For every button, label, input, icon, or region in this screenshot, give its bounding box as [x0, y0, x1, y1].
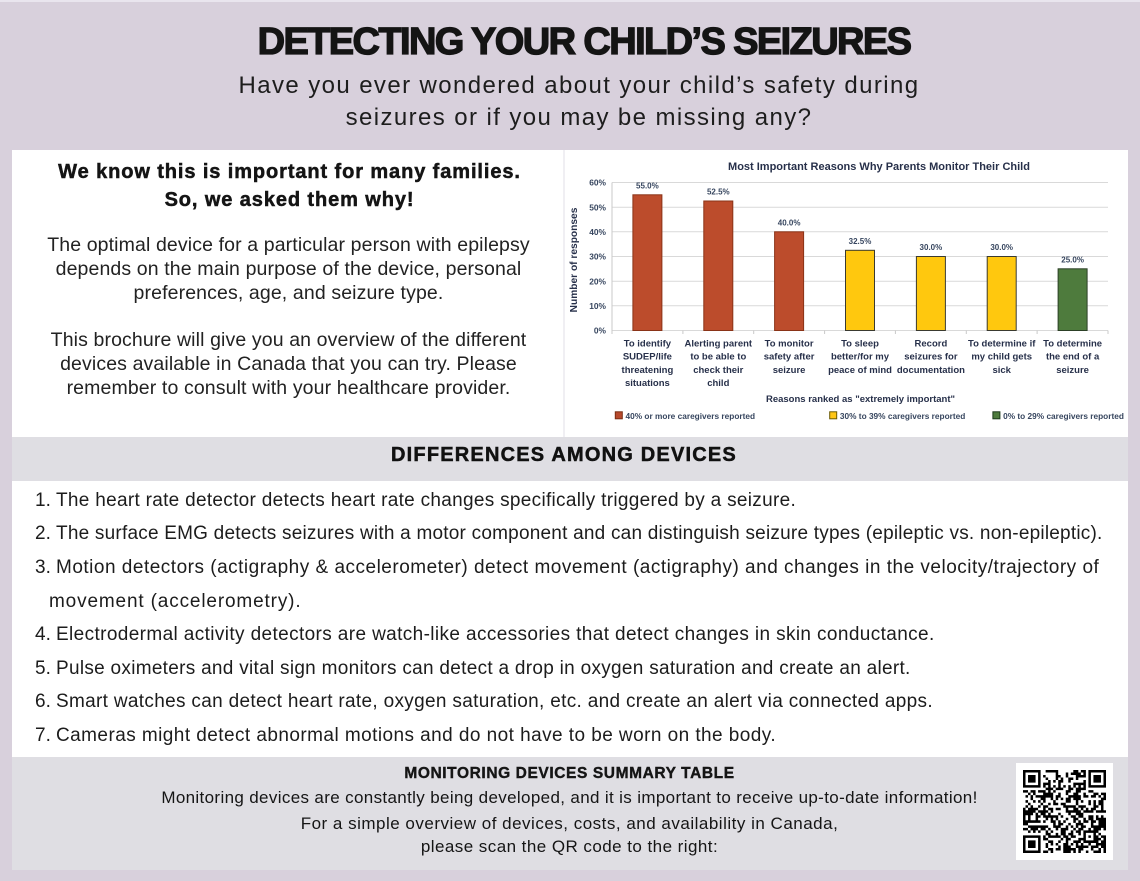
svg-text:25.0%: 25.0% — [1061, 255, 1084, 264]
svg-text:To identify: To identify — [624, 339, 672, 350]
svg-text:30% to 39% caregivers reported: 30% to 39% caregivers reported — [840, 411, 965, 421]
svg-text:to be able to: to be able to — [690, 352, 746, 363]
svg-text:0% to 29% caregivers reported: 0% to 29% caregivers reported — [1003, 411, 1124, 421]
svg-text:60%: 60% — [589, 178, 606, 188]
svg-text:To monitor: To monitor — [765, 339, 814, 350]
svg-text:threatening: threatening — [622, 365, 674, 376]
svg-text:sick: sick — [992, 365, 1011, 376]
svg-text:check their: check their — [693, 365, 743, 376]
svg-text:my child gets: my child gets — [971, 352, 1032, 363]
svg-text:To determine if: To determine if — [968, 339, 1036, 350]
svg-text:seizures for: seizures for — [904, 352, 958, 363]
svg-text:To sleep: To sleep — [841, 339, 879, 350]
svg-text:30%: 30% — [589, 252, 606, 262]
svg-text:52.5%: 52.5% — [707, 188, 730, 197]
svg-text:situations: situations — [625, 378, 670, 389]
svg-text:SUDEP/life: SUDEP/life — [623, 352, 672, 363]
svg-text:seizure: seizure — [1056, 365, 1089, 376]
svg-text:10%: 10% — [589, 301, 606, 311]
svg-text:To determine: To determine — [1043, 339, 1102, 350]
svg-text:Reasons ranked as "extremely i: Reasons ranked as "extremely important" — [766, 394, 955, 405]
svg-text:40% or more caregivers reporte: 40% or more caregivers reported — [626, 411, 756, 421]
svg-text:child: child — [707, 378, 729, 389]
svg-text:documentation: documentation — [897, 365, 965, 376]
svg-text:55.0%: 55.0% — [636, 181, 659, 190]
svg-text:the end of a: the end of a — [1046, 352, 1100, 363]
svg-text:20%: 20% — [589, 276, 606, 286]
svg-text:peace of mind: peace of mind — [828, 365, 892, 376]
svg-text:seizure: seizure — [773, 365, 806, 376]
svg-text:50%: 50% — [589, 202, 606, 212]
svg-text:40%: 40% — [589, 227, 606, 237]
svg-text:Record: Record — [915, 339, 948, 350]
svg-text:32.5%: 32.5% — [849, 237, 872, 246]
svg-text:30.0%: 30.0% — [920, 243, 943, 252]
svg-text:Number of responses: Number of responses — [569, 207, 580, 312]
svg-text:0%: 0% — [594, 326, 607, 336]
svg-text:30.0%: 30.0% — [990, 243, 1013, 252]
svg-text:Most Important Reasons Why Par: Most Important Reasons Why Parents Monit… — [728, 161, 1030, 173]
svg-text:40.0%: 40.0% — [778, 218, 801, 227]
svg-text:better/for my: better/for my — [831, 352, 890, 363]
svg-text:safety after: safety after — [764, 352, 815, 363]
svg-text:Alerting parent: Alerting parent — [685, 339, 753, 350]
